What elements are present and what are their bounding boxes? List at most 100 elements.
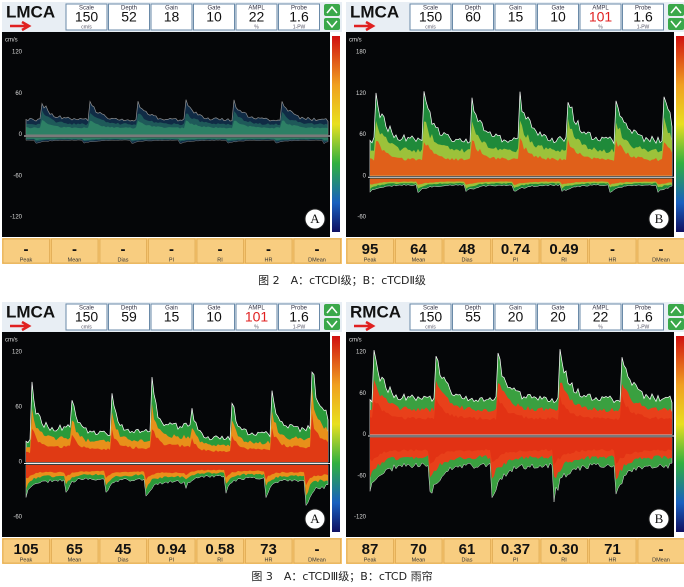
param-box — [494, 303, 537, 331]
footer-label: PI — [513, 557, 519, 563]
vessel-name: LMCA — [6, 2, 55, 21]
probe-arrow — [10, 320, 32, 332]
footer-cell — [293, 238, 341, 264]
param-box — [65, 3, 108, 31]
param-box — [108, 303, 150, 331]
param-value: 10 — [206, 309, 222, 325]
param-unit: 1-PW — [293, 24, 306, 30]
scroll-down-button[interactable] — [668, 318, 684, 330]
footer-label: Peak — [364, 257, 377, 263]
scroll-down-icon — [326, 320, 338, 329]
param-value: 60 — [465, 9, 481, 25]
param-value: 15 — [508, 9, 524, 25]
footer-value: 0.94 — [157, 541, 187, 558]
param-label: Gain — [165, 306, 178, 312]
footer-label: Peak — [20, 557, 33, 563]
param-value: 101 — [589, 9, 613, 25]
scroll-up-icon — [326, 5, 338, 14]
spectrum-reverse — [26, 137, 328, 141]
footer-cell — [148, 538, 196, 564]
y-tick-label: 60 — [15, 91, 22, 97]
param-unit: % — [598, 324, 603, 330]
footer-value: - — [315, 541, 320, 558]
param-box — [622, 3, 664, 31]
letter-badge — [304, 208, 326, 230]
footer-label: Dias — [117, 557, 128, 563]
scroll-down-icon — [326, 20, 338, 29]
footer-label: RI — [217, 557, 223, 563]
scroll-down-button[interactable] — [324, 318, 340, 330]
y-tick-label: 180 — [356, 50, 367, 56]
param-value: 20 — [508, 309, 524, 325]
footer-value: - — [659, 241, 664, 258]
param-unit: % — [254, 24, 259, 30]
footer-value: 45 — [115, 541, 132, 558]
spectrum-reverse — [26, 465, 328, 496]
y-tick-label: 60 — [359, 391, 366, 397]
footer-cell — [492, 238, 540, 264]
color-bar — [332, 336, 340, 532]
footer-label: Mean — [412, 257, 426, 263]
param-value: 59 — [121, 309, 137, 325]
footer-label: RI — [217, 257, 223, 263]
axis-unit: cm/s — [5, 338, 18, 344]
y-tick-label: 0 — [19, 132, 23, 138]
scroll-up-button[interactable] — [668, 304, 684, 316]
scroll-down-button[interactable] — [668, 18, 684, 30]
scroll-up-icon — [670, 5, 682, 14]
footer-cell — [492, 538, 540, 564]
tcd-panel: LMCA Scale150cm/sDepth52Gain18Gate10AMPL2… — [2, 2, 342, 264]
tcd-panel: RMCA Scale150cm/sDepth55Gain20Gate20AMPL2… — [346, 302, 684, 564]
scroll-up-button[interactable] — [668, 4, 684, 16]
param-value: 1.6 — [289, 309, 309, 325]
footer-cell — [293, 538, 341, 564]
param-label: Scale — [423, 6, 439, 12]
footer-cell — [589, 538, 637, 564]
spectrum-forward — [26, 413, 328, 462]
axis-unit: cm/s — [349, 338, 362, 344]
param-value: 10 — [550, 9, 566, 25]
param-label: Gain — [165, 6, 178, 12]
param-value: 150 — [419, 309, 443, 325]
probe-arrow — [10, 20, 32, 32]
footer-label: DMean — [308, 557, 326, 563]
footer-label: DMean — [652, 557, 670, 563]
param-label: Depth — [465, 6, 481, 12]
scroll-down-button[interactable] — [324, 18, 340, 30]
footer-cell — [346, 538, 394, 564]
footer-cell — [2, 538, 50, 564]
footer-label: Mean — [412, 557, 426, 563]
param-label: Depth — [465, 306, 481, 312]
footer-cell — [99, 238, 147, 264]
footer-label: RI — [561, 257, 567, 263]
scroll-up-button[interactable] — [324, 4, 340, 16]
param-value: 1.6 — [633, 9, 653, 25]
param-label: Scale — [423, 306, 439, 312]
footer-label: RI — [561, 557, 567, 563]
param-value: 150 — [419, 9, 443, 25]
scroll-down-icon — [670, 20, 682, 29]
param-box — [65, 303, 108, 331]
scroll-up-button[interactable] — [324, 304, 340, 316]
param-box — [537, 303, 579, 331]
param-value: 1.6 — [289, 9, 309, 25]
panel-letter: B — [655, 211, 664, 226]
param-unit: cm/s — [425, 324, 436, 330]
param-label: Probe — [635, 306, 652, 312]
spectrum-reverse — [26, 465, 328, 486]
letter-badge — [304, 508, 326, 530]
y-tick-label: 120 — [356, 91, 367, 97]
y-tick-label: -60 — [13, 173, 22, 179]
param-label: AMPL — [248, 306, 265, 312]
spectrum-reverse — [370, 437, 672, 465]
param-label: Probe — [635, 6, 652, 12]
vessel-name: LMCA — [6, 302, 55, 321]
figure-caption: 图 2 A：cTCDⅠ级；B：cTCDⅡ级 — [258, 274, 426, 287]
footer-cell — [589, 238, 637, 264]
param-unit: 1-PW — [637, 24, 650, 30]
param-value: 1.6 — [633, 309, 653, 325]
probe-arrow — [354, 20, 376, 32]
spectrum-forward — [370, 138, 672, 176]
param-box — [108, 3, 150, 31]
footer-cell — [51, 538, 99, 564]
